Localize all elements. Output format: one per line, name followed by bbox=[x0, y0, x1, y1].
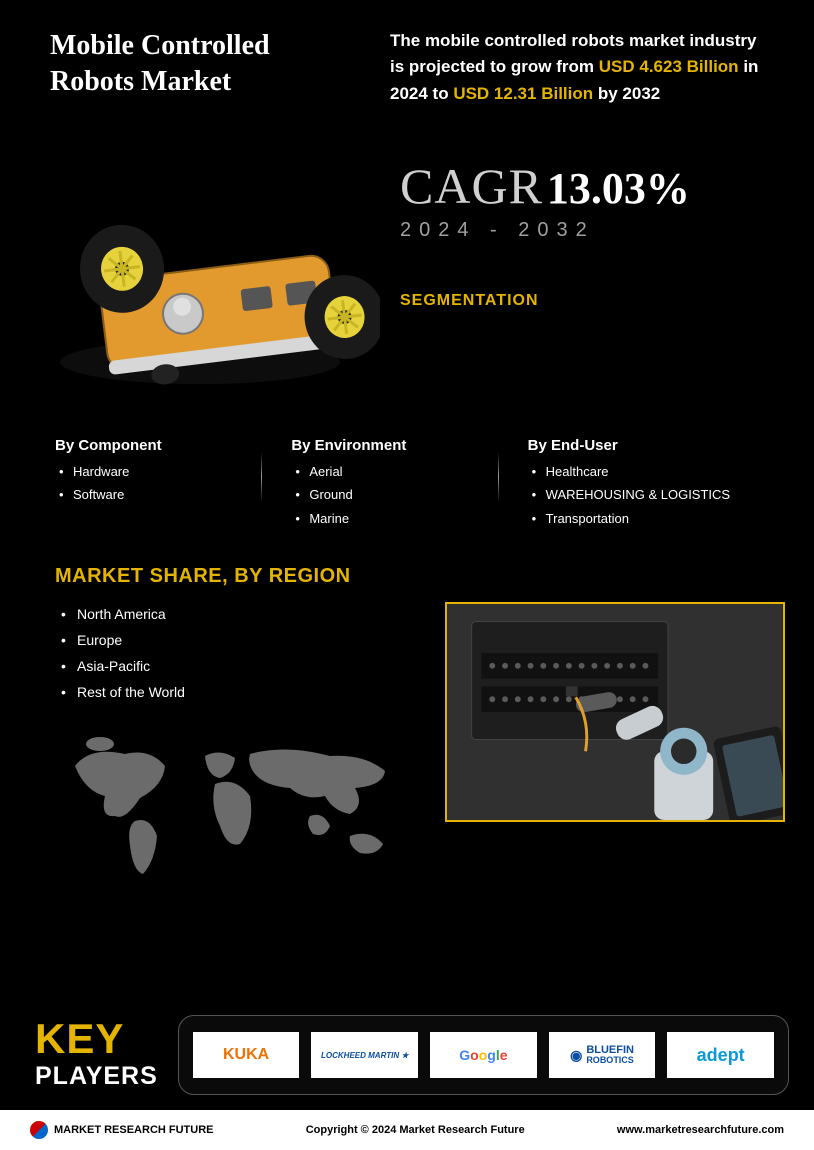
footer-url: www.marketresearchfuture.com bbox=[617, 1124, 784, 1136]
segmentation-item: WAREHOUSING & LOGISTICS bbox=[528, 483, 744, 506]
segmentation-column-title: By Environment bbox=[291, 437, 507, 454]
projection-suffix: by 2032 bbox=[598, 84, 660, 103]
company-logo: ◉BLUEFINROBOTICS bbox=[549, 1032, 656, 1078]
projection-from-value: USD 4.623 Billion bbox=[599, 57, 739, 76]
company-logo: adept bbox=[667, 1032, 774, 1078]
cagr-value: 13.03% bbox=[547, 164, 690, 213]
footer-copyright: Copyright © 2024 Market Research Future bbox=[306, 1124, 525, 1136]
segmentation-column: By End-User HealthcareWAREHOUSING & LOGIS… bbox=[528, 437, 764, 530]
logo-strip: KUKALOCKHEED MARTIN ★ Google ◉BLUEFINROBOT… bbox=[178, 1015, 789, 1095]
key-text: KEY bbox=[35, 1019, 158, 1059]
projection-text: The mobile controlled robots market indu… bbox=[390, 28, 764, 107]
segmentation-heading: SEGMENTATION bbox=[400, 292, 764, 310]
segmentation-column: By Component HardwareSoftware bbox=[55, 437, 291, 530]
segmentation-column-title: By Component bbox=[55, 437, 271, 454]
segmentation-item: Hardware bbox=[55, 460, 271, 483]
segmentation-item: Transportation bbox=[528, 507, 744, 530]
players-text: PLAYERS bbox=[35, 1062, 158, 1091]
segmentation-item: Aerial bbox=[291, 460, 507, 483]
segmentation-column: By Environment AerialGroundMarine bbox=[291, 437, 527, 530]
region-item: North America bbox=[55, 602, 405, 628]
world-map-image bbox=[55, 726, 405, 886]
segmentation-item: Software bbox=[55, 483, 271, 506]
company-logo: LOCKHEED MARTIN ★ bbox=[311, 1032, 418, 1078]
region-item: Rest of the World bbox=[55, 680, 405, 706]
region-list: North AmericaEuropeAsia-PacificRest of t… bbox=[55, 602, 405, 886]
segmentation-item: Marine bbox=[291, 507, 507, 530]
robot-product-image bbox=[20, 137, 380, 397]
key-players-label: KEY PLAYERS bbox=[35, 1019, 158, 1092]
segmentation-column-title: By End-User bbox=[528, 437, 744, 454]
company-logo: KUKA bbox=[193, 1032, 300, 1078]
segmentation-item: Healthcare bbox=[528, 460, 744, 483]
cagr-years: 2024 - 2032 bbox=[400, 219, 764, 242]
cagr-label: CAGR bbox=[400, 158, 543, 214]
footer-logo-icon bbox=[30, 1121, 48, 1139]
segmentation-item: Ground bbox=[291, 483, 507, 506]
cagr-line: CAGR 13.03% bbox=[400, 157, 764, 215]
robot-arm-image bbox=[445, 602, 785, 822]
region-heading: MARKET SHARE, BY REGION bbox=[55, 565, 764, 588]
footer-brand: MARKET RESEARCH FUTURE bbox=[54, 1124, 214, 1136]
region-item: Asia-Pacific bbox=[55, 654, 405, 680]
company-logo: Google bbox=[430, 1032, 537, 1078]
footer: MARKET RESEARCH FUTURE Copyright © 2024 … bbox=[0, 1110, 814, 1150]
page-title: Mobile Controlled Robots Market bbox=[50, 28, 350, 101]
projection-to-value: USD 12.31 Billion bbox=[453, 84, 593, 103]
region-item: Europe bbox=[55, 628, 405, 654]
segmentation-columns: By Component HardwareSoftware By Environme… bbox=[0, 397, 814, 530]
